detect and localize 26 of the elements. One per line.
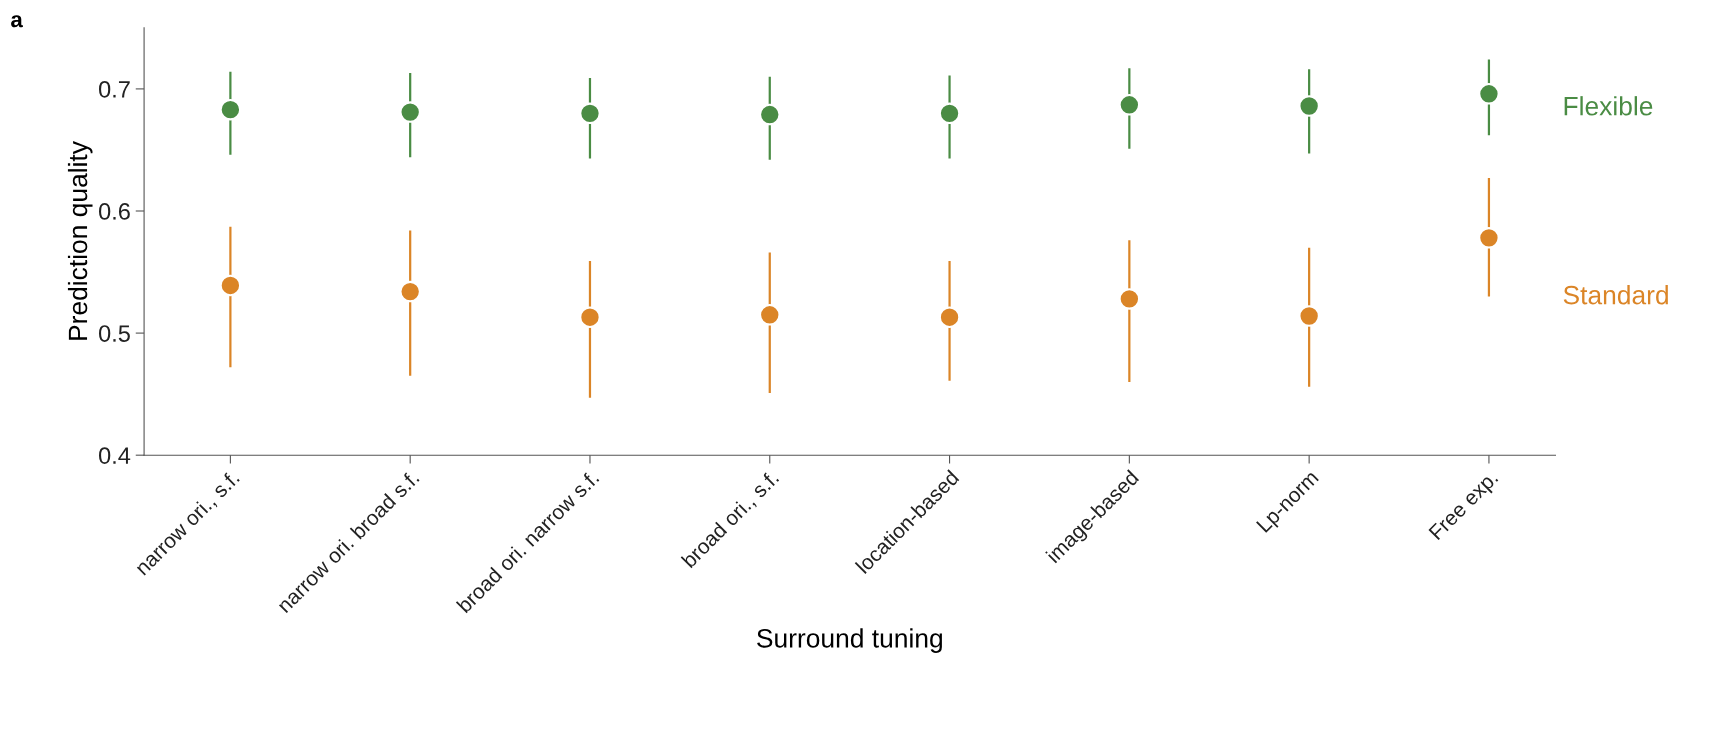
point (399, 101, 421, 123)
point (1118, 94, 1141, 116)
point (579, 102, 601, 125)
point (399, 280, 421, 303)
y-tick-label: 0.5 (99, 325, 130, 342)
x-axis-title: Surround tuning (757, 628, 942, 653)
point (938, 102, 961, 125)
text: Flexible (1564, 96, 1653, 116)
point (1118, 288, 1141, 310)
point (938, 306, 961, 328)
point (219, 274, 242, 297)
x-tick-label: Free exp. (1428, 470, 1502, 544)
point (219, 98, 242, 121)
point (1478, 83, 1500, 105)
chart-title: a (11, 15, 23, 28)
point (759, 103, 781, 126)
point (1478, 227, 1500, 249)
point (579, 306, 601, 328)
y-axis-title: Prediction quality (67, 141, 93, 340)
point (759, 304, 781, 326)
y-tick-label: 0.6 (99, 203, 130, 220)
text: Standard (1563, 285, 1668, 305)
y-tick-label: 0.4 (99, 447, 131, 464)
y-tick-label: 0.7 (99, 80, 130, 98)
point (1298, 305, 1320, 327)
point (1298, 95, 1320, 117)
